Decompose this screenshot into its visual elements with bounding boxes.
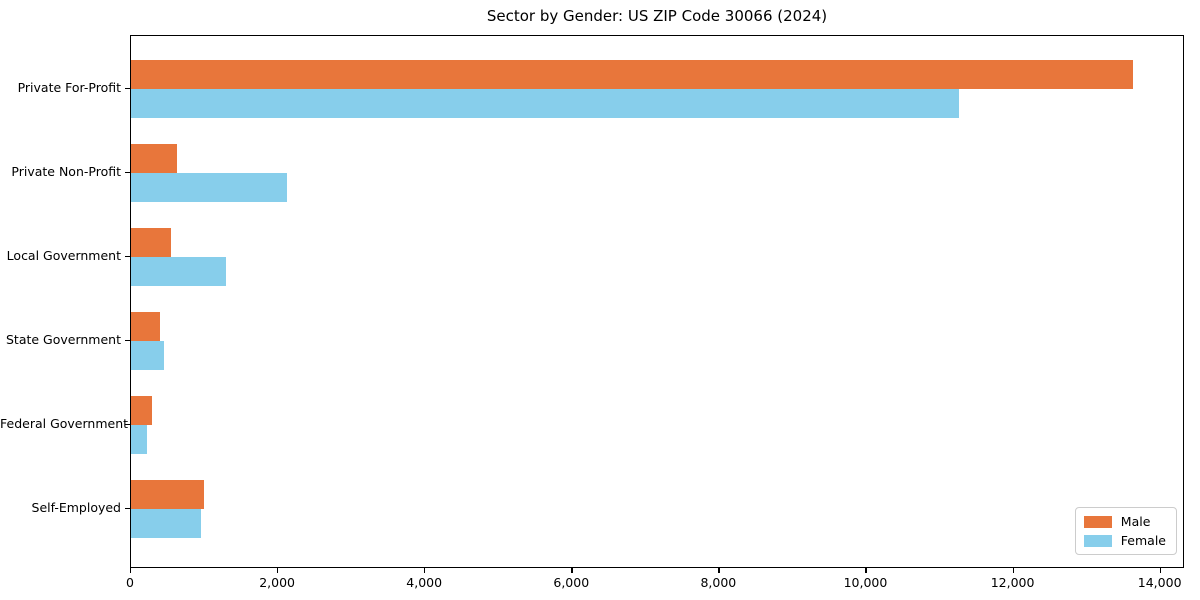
y-tick-mark xyxy=(125,88,130,90)
bar-female-private-non-profit xyxy=(131,173,287,202)
bar-female-federal-government xyxy=(131,425,147,454)
bar-female-local-government xyxy=(131,257,226,286)
bar-female-self-employed xyxy=(131,509,201,538)
x-tick-mark xyxy=(277,568,279,573)
chart-title: Sector by Gender: US ZIP Code 30066 (202… xyxy=(486,7,828,25)
y-tick-mark xyxy=(125,340,130,342)
y-tick-mark xyxy=(125,508,130,510)
bar-male-federal-government xyxy=(131,396,152,425)
x-tick-label: 14,000 xyxy=(1137,575,1182,590)
legend-swatch-male-icon xyxy=(1083,515,1112,528)
bar-male-state-government xyxy=(131,312,161,341)
legend-label-male: Male xyxy=(1120,514,1151,529)
plot-area: Male Female xyxy=(130,35,1184,568)
legend-entry-male: Male xyxy=(1083,514,1166,529)
y-tick-label: Self-Employed xyxy=(31,500,121,515)
legend-entry-female: Female xyxy=(1083,533,1166,548)
legend-swatch-female-icon xyxy=(1083,534,1112,547)
x-tick-label: 2,000 xyxy=(259,575,295,590)
x-tick-label: 8,000 xyxy=(700,575,737,590)
bar-male-private-non-profit xyxy=(131,144,177,173)
x-tick-label: 12,000 xyxy=(990,575,1035,590)
y-tick-mark xyxy=(125,256,130,258)
y-tick-mark xyxy=(125,424,130,426)
x-tick-label: 6,000 xyxy=(553,575,590,590)
bar-female-private-for-profit xyxy=(131,89,960,118)
x-tick-mark xyxy=(865,568,867,573)
x-tick-mark xyxy=(718,568,720,573)
x-tick-label: 10,000 xyxy=(843,575,888,590)
y-tick-label: Local Government xyxy=(6,248,121,263)
x-tick-mark xyxy=(571,568,573,573)
y-tick-label: Private For-Profit xyxy=(17,80,121,95)
x-tick-mark xyxy=(1012,568,1014,573)
bar-female-state-government xyxy=(131,341,165,370)
y-tick-label: Federal Government xyxy=(0,416,129,431)
x-tick-mark xyxy=(424,568,426,573)
bar-male-private-for-profit xyxy=(131,60,1133,89)
bar-male-self-employed xyxy=(131,480,204,509)
x-tick-mark xyxy=(130,568,132,573)
x-tick-label: 4,000 xyxy=(406,575,443,590)
legend-label-female: Female xyxy=(1120,533,1166,548)
bar-male-local-government xyxy=(131,228,171,257)
x-tick-mark xyxy=(1159,568,1161,573)
y-tick-mark xyxy=(125,172,130,174)
legend: Male Female xyxy=(1074,507,1177,555)
y-tick-label: Private Non-Profit xyxy=(11,164,121,179)
x-tick-label: 0 xyxy=(126,575,134,590)
y-tick-label: State Government xyxy=(5,332,121,347)
